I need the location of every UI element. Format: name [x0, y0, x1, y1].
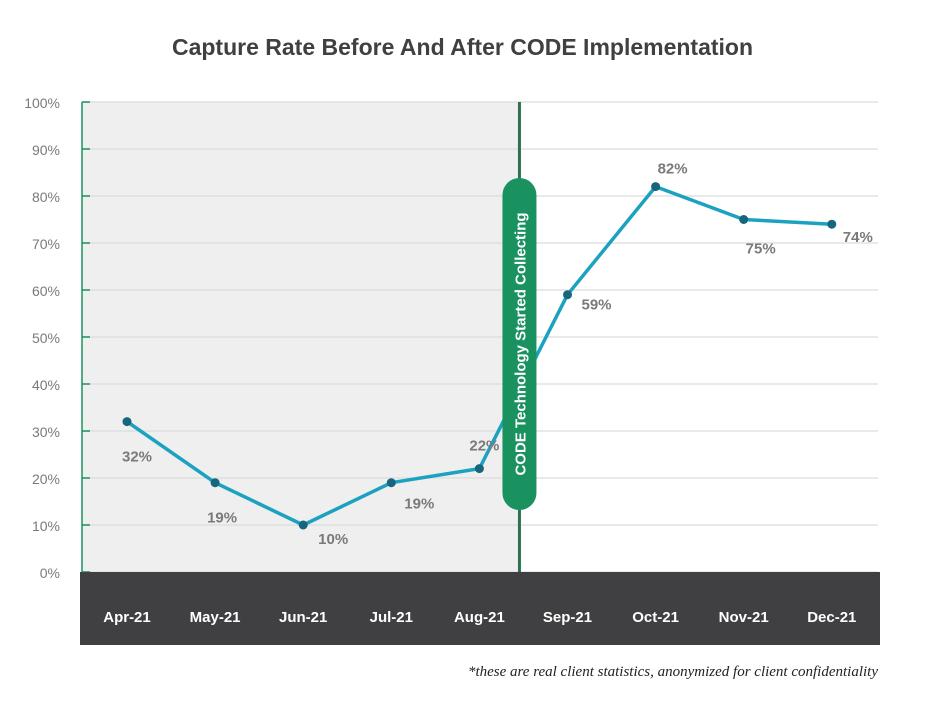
y-tick-label: 90%	[32, 142, 60, 158]
y-tick-label: 40%	[32, 377, 60, 393]
data-label: 59%	[581, 297, 611, 314]
x-tick-label: Nov-21	[719, 609, 769, 626]
data-label: 74%	[843, 229, 873, 246]
data-label: 19%	[207, 510, 237, 527]
y-tick-label: 20%	[32, 471, 60, 487]
x-tick-label: Aug-21	[454, 609, 505, 626]
x-tick-label: Dec-21	[807, 609, 856, 626]
x-axis-band	[80, 572, 880, 645]
annotation-label: CODE Technology Started Collecting	[512, 212, 529, 475]
y-tick-label: 0%	[40, 565, 60, 581]
data-label: 82%	[658, 161, 688, 178]
x-tick-label: Jul-21	[370, 609, 413, 626]
y-tick-label: 60%	[32, 283, 60, 299]
y-tick-label: 10%	[32, 518, 60, 534]
data-point	[474, 464, 484, 474]
data-point	[739, 215, 749, 224]
x-tick-label: May-21	[190, 609, 241, 626]
x-tick-label: Jun-21	[279, 609, 327, 626]
data-point	[651, 182, 661, 192]
data-point	[563, 290, 572, 300]
y-tick-label: 30%	[32, 424, 60, 440]
y-tick-label: 100%	[24, 95, 60, 111]
footnote: *these are real client statistics, anony…	[467, 664, 878, 680]
y-tick-label: 50%	[32, 330, 60, 346]
data-point	[386, 478, 396, 488]
data-point	[122, 417, 132, 427]
x-tick-label: Sep-21	[543, 609, 592, 626]
x-tick-label: Apr-21	[103, 609, 151, 626]
x-tick-label: Oct-21	[632, 609, 679, 626]
data-label: 19%	[404, 496, 434, 513]
data-point	[827, 219, 837, 229]
annotation-pill	[502, 178, 537, 510]
data-point	[298, 520, 308, 530]
y-tick-label: 80%	[32, 189, 60, 205]
data-label: 75%	[746, 241, 776, 258]
data-point	[210, 478, 220, 488]
chart-title: Capture Rate Before And After CODE Imple…	[171, 34, 754, 60]
data-label: 10%	[318, 531, 348, 548]
y-tick-label: 70%	[32, 236, 60, 252]
data-label: 22%	[469, 438, 499, 455]
data-label: 32%	[122, 449, 152, 466]
